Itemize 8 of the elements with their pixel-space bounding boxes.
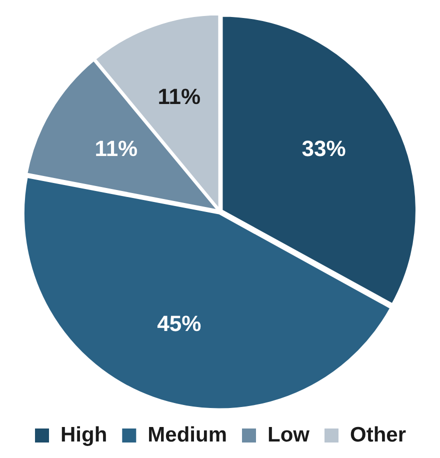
data-label: 11% [94, 136, 138, 162]
legend-label: Low [267, 423, 310, 446]
legend-label: High [60, 423, 108, 446]
legend-label: Medium [148, 423, 228, 446]
data-label: 33% [302, 136, 346, 162]
data-label: 11% [158, 84, 201, 110]
data-label: 45% [157, 311, 202, 336]
legend-label: Other [350, 423, 406, 446]
